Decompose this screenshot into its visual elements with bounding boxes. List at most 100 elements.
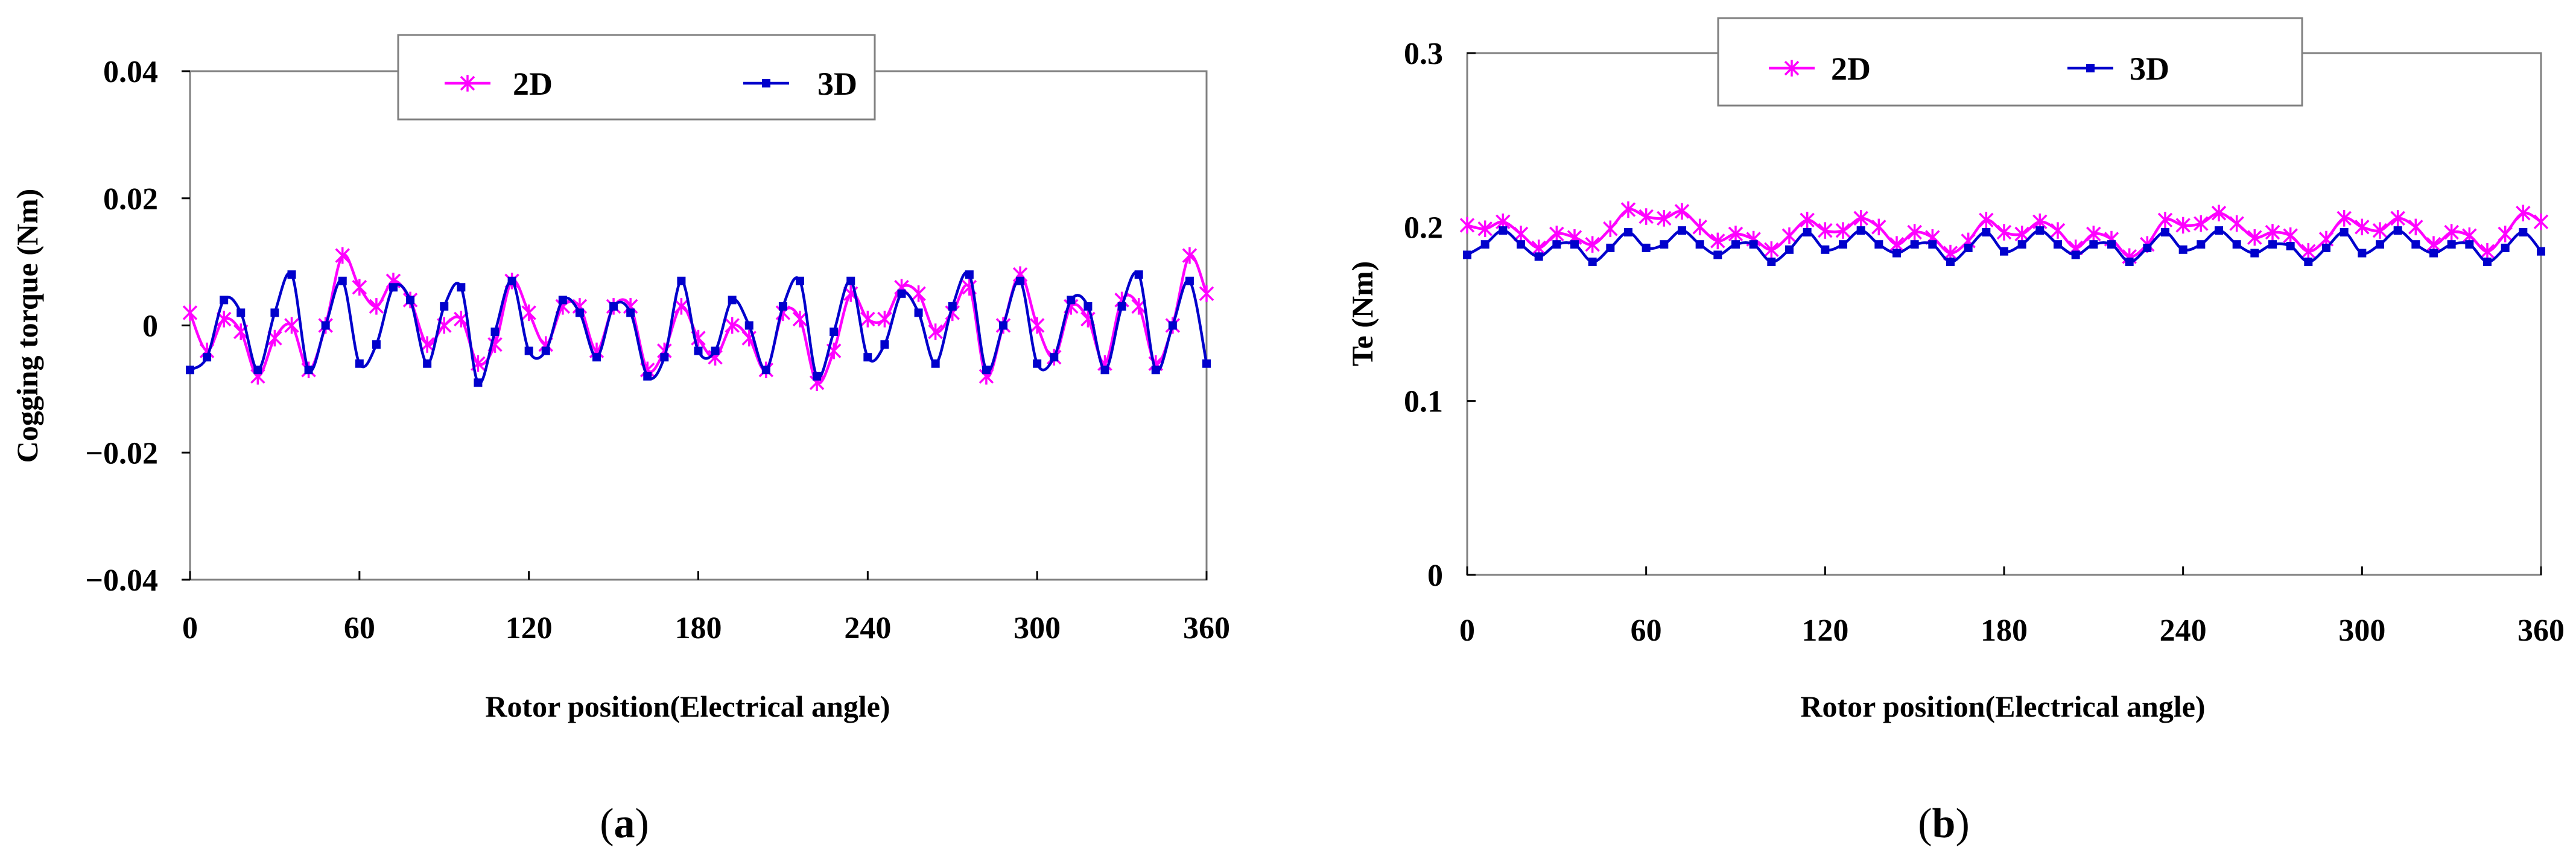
panel-a-series-3d [186,270,1211,387]
panel-b-series-3d-point [2268,240,2277,249]
panel-a-legend-box [397,34,876,121]
panel-a-series-2d-point [1029,317,1045,334]
panel-b-series-3d-point [1713,250,1722,259]
panel-b-series-2d-point [2516,204,2531,222]
panel-b-series-3d [1463,226,2545,266]
panel-b-series-3d-point [1928,240,1937,249]
panel-a-y-tick-label: 0.02 [103,182,158,217]
panel-b-series-2d-point [2283,227,2298,244]
panel-a-series-3d-point [457,283,466,292]
panel-b-x-tick-label: 60 [1631,613,1662,648]
panel-a-series-3d-point [1117,302,1126,311]
panel-a-series-3d-point [1151,366,1160,375]
panel-a-caption: (a) [600,800,649,847]
panel-b-series-3d-point [2322,243,2330,252]
panel-b-series-3d-point [1678,226,1686,235]
panel-b-x-tick-label: 240 [2160,613,2207,648]
panel-b-series-2d-point [2157,212,2173,229]
panel-b-series-2d-point [1871,218,1886,236]
panel-b-series-3d-point [1624,227,1632,236]
panel-a-series-3d-point [490,328,500,337]
panel-a-series-3d-point [253,366,262,375]
panel-b-series-2d-point [1979,212,1994,229]
panel-b-x-tick-label: 0 [1459,613,1475,648]
panel-b-series-2d-point [1996,224,2012,241]
panel-b-series-3d-point [1552,240,1561,249]
panel-a-series-3d-point [203,353,212,362]
panel-b-series-3d-point [2465,240,2474,249]
panel-b-series-3d-point [2161,227,2169,236]
panel-a-x-tick-label: 0 [182,611,198,645]
panel-b-series-3d-point [1821,245,1830,254]
panel-b-x-axis-label: Rotor position(Electrical angle) [1800,689,2205,723]
panel-b-series-3d-point [1480,240,1489,249]
panel-b-series-3d-point [2089,240,2098,249]
panel-b-legend-2d-marker [1784,60,1800,77]
panel-a-series-3d-point [1185,276,1194,285]
panel-a-series-3d-point [186,366,194,375]
panel-b-series-3d-point [1964,243,1973,252]
panel-a-series-3d-point [474,378,483,387]
panel-a-series-3d-point [660,353,669,362]
panel-b-series-2d [1459,201,2549,265]
panel-a-series [182,247,1214,391]
panel-b-series-2d-point [2194,215,2209,232]
panel-a-series-3d-point [694,346,703,355]
panel-a-series-3d-point [592,353,601,362]
panel-a-series-3d-point [321,321,330,330]
panel-b-series-3d-point [1946,258,1955,266]
panel-a-series-3d-point [304,366,313,375]
panel-a-series-3d-point [338,276,347,285]
panel-b-series-3d-point [1588,258,1597,266]
panel-a-series-3d-point [711,346,720,355]
panel-b-series-3d-point [2000,247,2008,256]
panel-a-series-3d-point [982,366,991,375]
panel-a-series-3d-point [287,270,296,279]
panel-a-series-3d-point [880,340,889,349]
panel-b-series-3d-point [2340,227,2349,236]
panel-b-series-3d-point [1839,240,1847,249]
panel-b-series-2d-point [1620,201,1636,218]
panel-b-series-3d-point [2393,226,2402,235]
panel-a-series-3d-point [626,308,635,317]
panel-b-series-3d-point [1731,240,1740,249]
panel-b-series-2d-point [2175,217,2191,234]
panel-b-series-3d-point [1499,226,1508,235]
panel-a-series-3d-line [189,271,1208,385]
panel-b-series-3d-point [2054,240,2062,249]
panel-b-series-3d-point [1856,226,1865,235]
panel-a-series-3d-point [423,359,432,368]
panel-b-series-2d-point [1585,236,1600,253]
panel-b-y-axis-label: Te (Nm) [1345,261,1379,367]
panel-a-series-2d-point [1199,285,1214,302]
panel-b-series-2d-point [2479,242,2495,260]
panel-a-series-2d-point [725,317,740,334]
panel-a-series-3d-point [744,321,753,330]
panel-b-series-2d-point [1657,210,1672,227]
panel-b-series-3d-point [2483,258,2492,266]
panel-a-series-3d-point [1202,359,1211,368]
panel-a-series-3d-point [541,346,550,355]
panel-b-legend-3d-label: 3D [2130,51,2169,87]
panel-b-series-2d-point [1639,208,1654,225]
panel-a-series-3d-point [761,366,770,375]
panel-a-series-2d-point [1182,247,1198,264]
panel-a-x-tick-label: 240 [844,611,891,645]
panel-b-series-3d-point [2286,242,2295,251]
panel-a-series-3d-point [1016,276,1025,285]
panel-b-series-3d-point [1749,240,1758,249]
panel-b-series-2d-point [2301,242,2316,260]
panel-a-legend-2d-label: 2D [513,66,553,102]
panel-a-series-2d-point [369,298,384,315]
panel-b-series-2d-point [2050,222,2066,239]
panel-a-series-3d-point [728,296,737,305]
panel-b-y-tick-label: 0.3 [1404,37,1443,71]
panel-b-series-2d-point [2444,224,2459,241]
panel-b-series-2d-point [1513,226,1529,242]
panel-a-series-3d-point [863,353,872,362]
panel-a-series-3d-point [1083,302,1093,311]
panel-b-series-2d-point [1818,222,1833,239]
panel-a-y-tick-label: 0.04 [103,55,158,89]
panel-b-series-2d-point [2372,222,2388,239]
panel-b-series-3d-point [2035,226,2045,235]
